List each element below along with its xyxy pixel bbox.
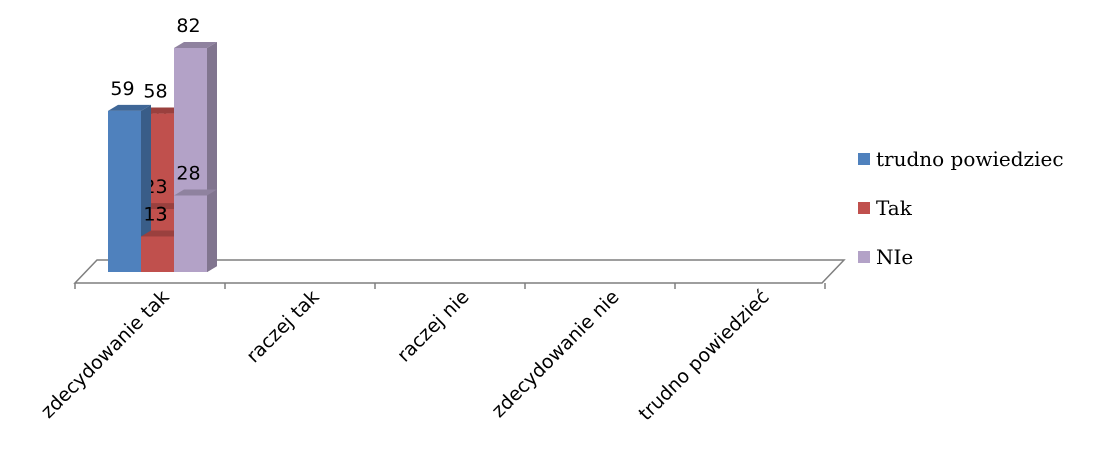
bar-top (108, 104, 151, 111)
bar-top (141, 230, 184, 237)
bar (108, 110, 141, 272)
data-label: 58 (143, 81, 167, 103)
legend-label: NIe (876, 245, 913, 269)
bar-top (174, 42, 217, 48)
bar-top (174, 189, 217, 196)
x-tick-label: raczej nie (393, 286, 474, 367)
data-label: 13 (143, 203, 167, 225)
x-tick-label: zdecydowanie nie (488, 286, 624, 422)
data-label: 28 (176, 163, 200, 185)
bar-top (141, 107, 184, 114)
data-label: 59 (110, 78, 134, 100)
bar-top (141, 203, 184, 210)
bar-side (141, 104, 151, 272)
x-tick-label: trudno powiedzieć (634, 286, 773, 425)
legend-label: trudno powiedziec (876, 147, 1064, 171)
chart-floor (73, 259, 846, 284)
legend-label: Tak (876, 196, 913, 220)
legend-swatch (858, 202, 870, 214)
bar (174, 195, 207, 272)
bar (141, 236, 174, 272)
x-tick-label: raczej tak (242, 286, 323, 367)
data-label: 82 (176, 15, 200, 37)
legend-swatch (858, 251, 870, 263)
bar-side (207, 189, 217, 272)
x-tick-label: zdecydowanie tak (37, 286, 174, 423)
legend-swatch (858, 153, 870, 165)
